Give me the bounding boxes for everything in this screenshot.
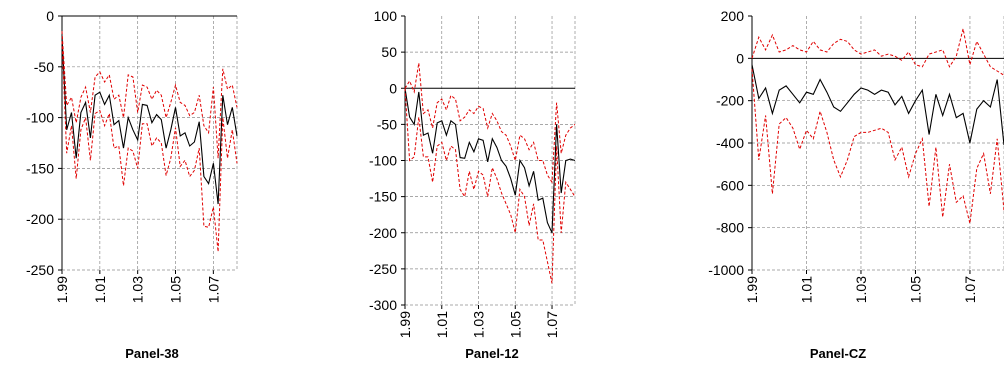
panel-title: Panel-38 xyxy=(125,346,178,361)
x-tick-label: 1.07 xyxy=(962,276,978,303)
x-tick-label: 1.05 xyxy=(507,311,523,338)
y-tick-label: -200 xyxy=(716,93,744,109)
y-tick-label: -50 xyxy=(34,59,54,75)
x-tick-label: 1.99 xyxy=(744,276,760,303)
y-tick-label: -600 xyxy=(716,177,744,193)
x-tick-label: 1.99 xyxy=(397,311,413,338)
x-tick-label: 1.01 xyxy=(92,276,108,303)
y-tick-label: -1000 xyxy=(708,262,744,278)
y-tick-label: -100 xyxy=(26,110,54,126)
y-tick-label: -150 xyxy=(369,189,397,205)
confidence-band-line xyxy=(751,28,1004,76)
confidence-band-line xyxy=(404,62,576,184)
x-tick-label: 1.99 xyxy=(54,276,70,303)
confidence-band-line xyxy=(751,68,1004,224)
y-tick-label: 0 xyxy=(46,8,54,24)
x-tick-label: 1.03 xyxy=(130,276,146,303)
y-tick-label: -300 xyxy=(369,297,397,313)
y-tick-label: -200 xyxy=(26,211,54,227)
x-tick-label: 1.03 xyxy=(471,311,487,338)
y-tick-label: 0 xyxy=(736,50,744,66)
y-tick-label: -250 xyxy=(369,261,397,277)
x-tick-label: 1.07 xyxy=(544,311,560,338)
y-tick-label: -150 xyxy=(26,160,54,176)
confidence-band-line xyxy=(404,88,576,284)
x-tick-label: 1.05 xyxy=(168,276,184,303)
y-tick-label: -100 xyxy=(369,153,397,169)
x-tick-label: 1.01 xyxy=(798,276,814,303)
y-tick-label: 50 xyxy=(381,44,397,60)
y-tick-label: -400 xyxy=(716,135,744,151)
estimate-line xyxy=(751,64,1004,146)
estimate-line xyxy=(61,36,238,205)
panel-title: Panel-12 xyxy=(465,346,518,361)
y-tick-label: -200 xyxy=(369,225,397,241)
confidence-band-line xyxy=(61,31,238,159)
y-tick-label: -50 xyxy=(377,116,397,132)
y-tick-label: -800 xyxy=(716,220,744,236)
x-tick-label: 1.01 xyxy=(434,311,450,338)
estimate-line xyxy=(404,88,576,234)
y-tick-label: 0 xyxy=(389,80,397,96)
x-tick-label: 1.05 xyxy=(907,276,923,303)
y-tick-label: 200 xyxy=(721,8,745,24)
y-tick-label: -250 xyxy=(26,262,54,278)
panel-title: Panel-CZ xyxy=(810,346,866,361)
x-tick-label: 1.07 xyxy=(205,276,221,303)
x-tick-label: 1.03 xyxy=(853,276,869,303)
confidence-band-line xyxy=(61,41,238,252)
y-tick-label: 100 xyxy=(374,8,398,24)
